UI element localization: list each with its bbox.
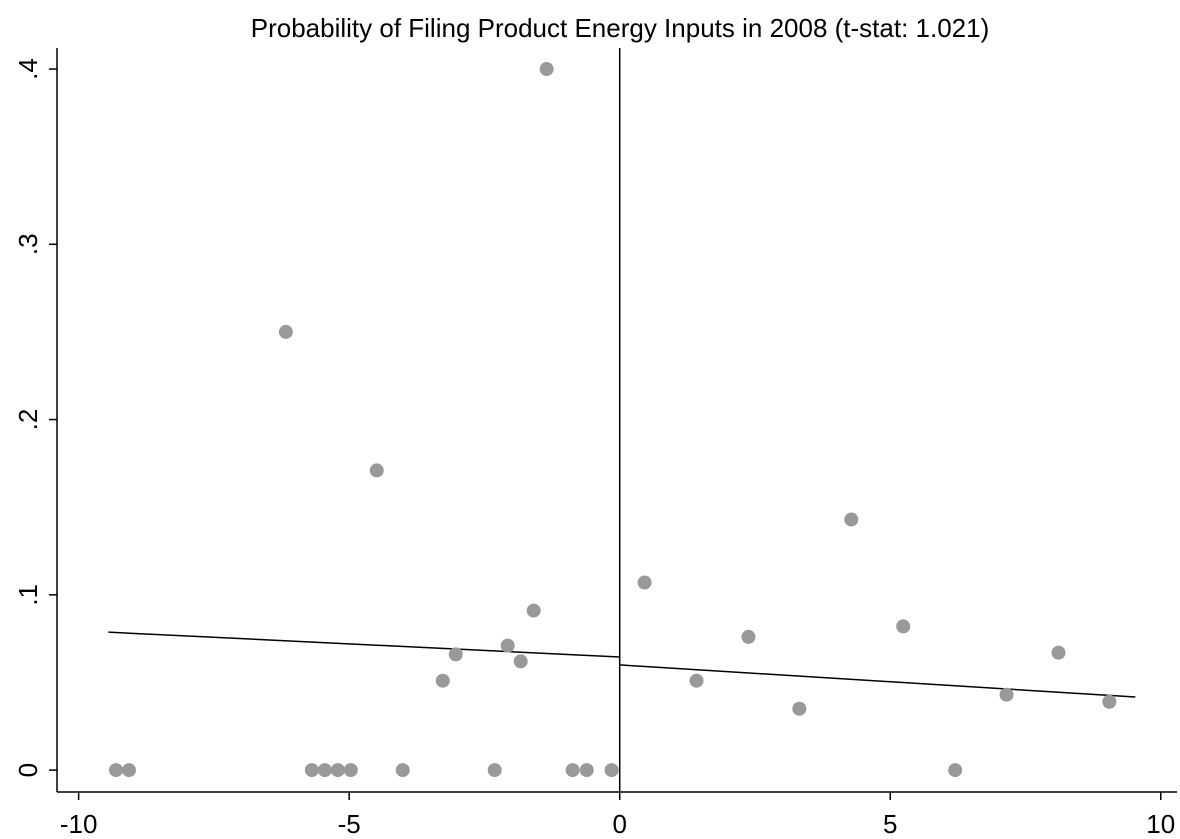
point (526, 603, 541, 618)
point (317, 763, 332, 778)
point (689, 673, 704, 688)
point (448, 647, 463, 662)
y-tick-label: .3 (13, 233, 43, 255)
point (896, 619, 911, 634)
point (108, 763, 123, 778)
point (1102, 694, 1117, 709)
point (278, 324, 293, 339)
point (604, 763, 619, 778)
x-tick-label: -10 (60, 809, 98, 839)
point (792, 701, 807, 716)
point (741, 629, 756, 644)
point (435, 673, 450, 688)
point (343, 763, 358, 778)
x-tick-label: 10 (1146, 809, 1175, 839)
point (121, 763, 136, 778)
point (539, 62, 554, 77)
chart-title: Probability of Filing Product Energy Inp… (251, 13, 990, 43)
fit-line (108, 631, 620, 658)
y-tick-label: .2 (13, 409, 43, 431)
x-tick-label: 0 (612, 809, 626, 839)
x-tick-label: 5 (883, 809, 897, 839)
point (513, 654, 528, 669)
y-tick-label: .1 (13, 584, 43, 606)
x-tick-label: -5 (338, 809, 361, 839)
point (304, 763, 319, 778)
point (1051, 645, 1066, 660)
point (487, 763, 502, 778)
point (369, 463, 384, 478)
point (330, 763, 345, 778)
point (999, 687, 1014, 702)
point (579, 763, 594, 778)
point (637, 575, 652, 590)
point (565, 763, 580, 778)
point (395, 763, 410, 778)
fit-line (619, 664, 1136, 698)
y-tick-label: 0 (13, 763, 43, 777)
y-tick-label: .4 (13, 58, 43, 80)
point (500, 638, 515, 653)
point (844, 512, 859, 527)
point (948, 763, 963, 778)
